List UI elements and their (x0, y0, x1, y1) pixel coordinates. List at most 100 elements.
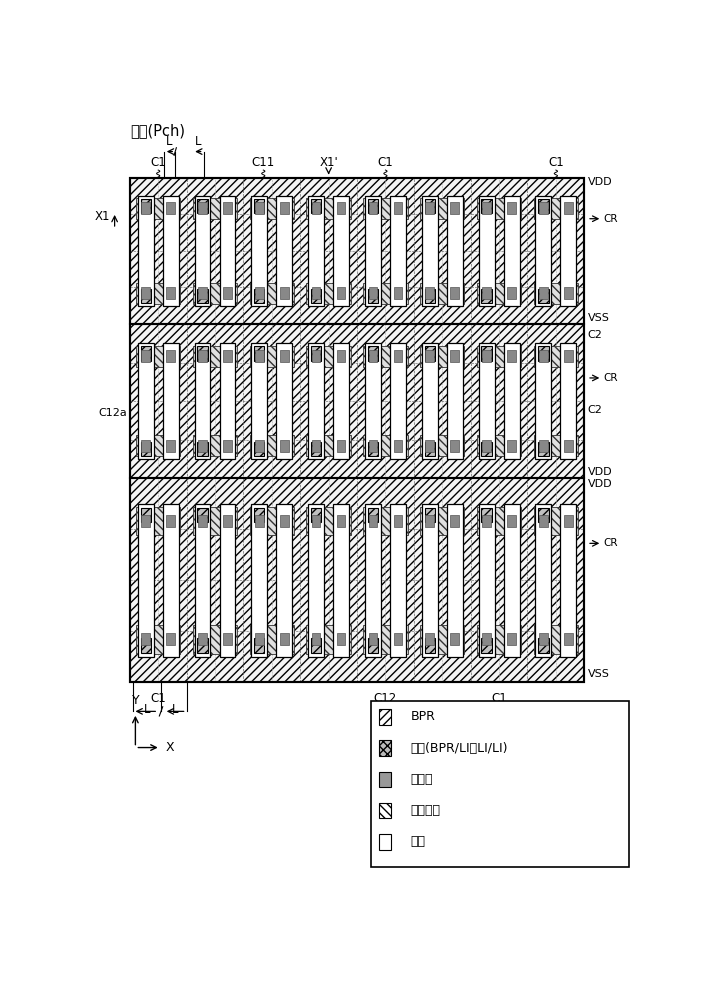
Bar (379, 803, 391, 818)
Bar (223, 287, 232, 299)
Bar (136, 507, 180, 535)
Bar (450, 633, 459, 645)
Text: C1: C1 (377, 156, 393, 169)
Bar (450, 350, 459, 362)
Bar (250, 507, 294, 535)
Bar (219, 196, 235, 306)
Bar (390, 504, 406, 657)
Bar (140, 199, 151, 213)
Bar (564, 515, 573, 527)
Bar (167, 350, 175, 362)
Bar (140, 346, 151, 361)
Bar (536, 196, 551, 306)
Bar (564, 440, 573, 452)
Bar (277, 504, 292, 657)
Bar (337, 633, 345, 645)
Bar (306, 507, 350, 535)
Bar (368, 199, 378, 213)
Bar (308, 504, 324, 657)
Bar (333, 504, 349, 657)
Bar (479, 343, 494, 459)
Bar (394, 440, 403, 452)
Bar (308, 196, 324, 306)
Bar (198, 289, 208, 303)
Text: 下部(Pch): 下部(Pch) (130, 123, 185, 138)
Bar (426, 202, 434, 214)
Bar (450, 202, 459, 214)
Bar (394, 287, 403, 299)
Bar (426, 515, 434, 527)
Bar (450, 287, 459, 299)
Text: CR: CR (603, 214, 618, 224)
Bar (280, 633, 289, 645)
Text: 触点(BPR/LI，LI/LI): 触点(BPR/LI，LI/LI) (411, 742, 508, 755)
Bar (250, 435, 294, 456)
Bar (424, 289, 435, 303)
Text: CR: CR (603, 538, 618, 548)
Bar (130, 324, 584, 478)
Bar (195, 196, 211, 306)
Bar (223, 440, 232, 452)
Bar (311, 289, 321, 303)
Bar (477, 198, 521, 219)
Text: 局部布线: 局部布线 (411, 804, 440, 817)
Bar (337, 515, 345, 527)
Bar (223, 350, 232, 362)
Text: X: X (165, 741, 174, 754)
Bar (138, 196, 153, 306)
Bar (193, 283, 237, 304)
Bar (534, 283, 578, 304)
Bar (534, 625, 578, 654)
Bar (420, 198, 464, 219)
Bar (504, 504, 520, 657)
Bar (277, 343, 292, 459)
Bar (277, 196, 292, 306)
Bar (130, 178, 584, 324)
Bar (198, 440, 207, 452)
Bar (167, 202, 175, 214)
Text: L: L (167, 135, 173, 148)
Bar (481, 346, 492, 361)
Bar (312, 440, 321, 452)
Bar (198, 633, 207, 645)
Bar (254, 289, 264, 303)
Bar (363, 283, 408, 304)
Bar (193, 625, 237, 654)
Bar (379, 740, 391, 756)
Text: 纳米线: 纳米线 (411, 773, 433, 786)
Bar (564, 202, 573, 214)
Bar (163, 343, 179, 459)
Text: C1: C1 (491, 692, 507, 705)
Bar (504, 343, 520, 459)
Bar (251, 196, 267, 306)
Bar (379, 772, 391, 787)
Bar (560, 343, 576, 459)
Bar (312, 633, 321, 645)
Text: X1: X1 (95, 210, 110, 223)
Bar (306, 346, 350, 367)
Bar (426, 440, 434, 452)
Bar (538, 508, 549, 522)
Bar (420, 283, 464, 304)
Bar (482, 202, 491, 214)
Text: C1: C1 (151, 692, 166, 705)
Bar (420, 507, 464, 535)
Bar (368, 442, 378, 456)
Bar (255, 440, 264, 452)
Bar (379, 709, 391, 725)
Bar (534, 435, 578, 456)
Bar (280, 202, 289, 214)
Bar (312, 350, 321, 362)
Bar (130, 478, 584, 682)
Bar (136, 346, 180, 367)
Bar (564, 287, 573, 299)
Bar (223, 633, 232, 645)
Bar (447, 504, 463, 657)
Bar (163, 504, 179, 657)
Bar (254, 199, 264, 213)
Text: C12: C12 (374, 692, 397, 705)
Bar (141, 515, 150, 527)
Bar (482, 440, 491, 452)
Bar (534, 346, 578, 367)
Bar (337, 202, 345, 214)
